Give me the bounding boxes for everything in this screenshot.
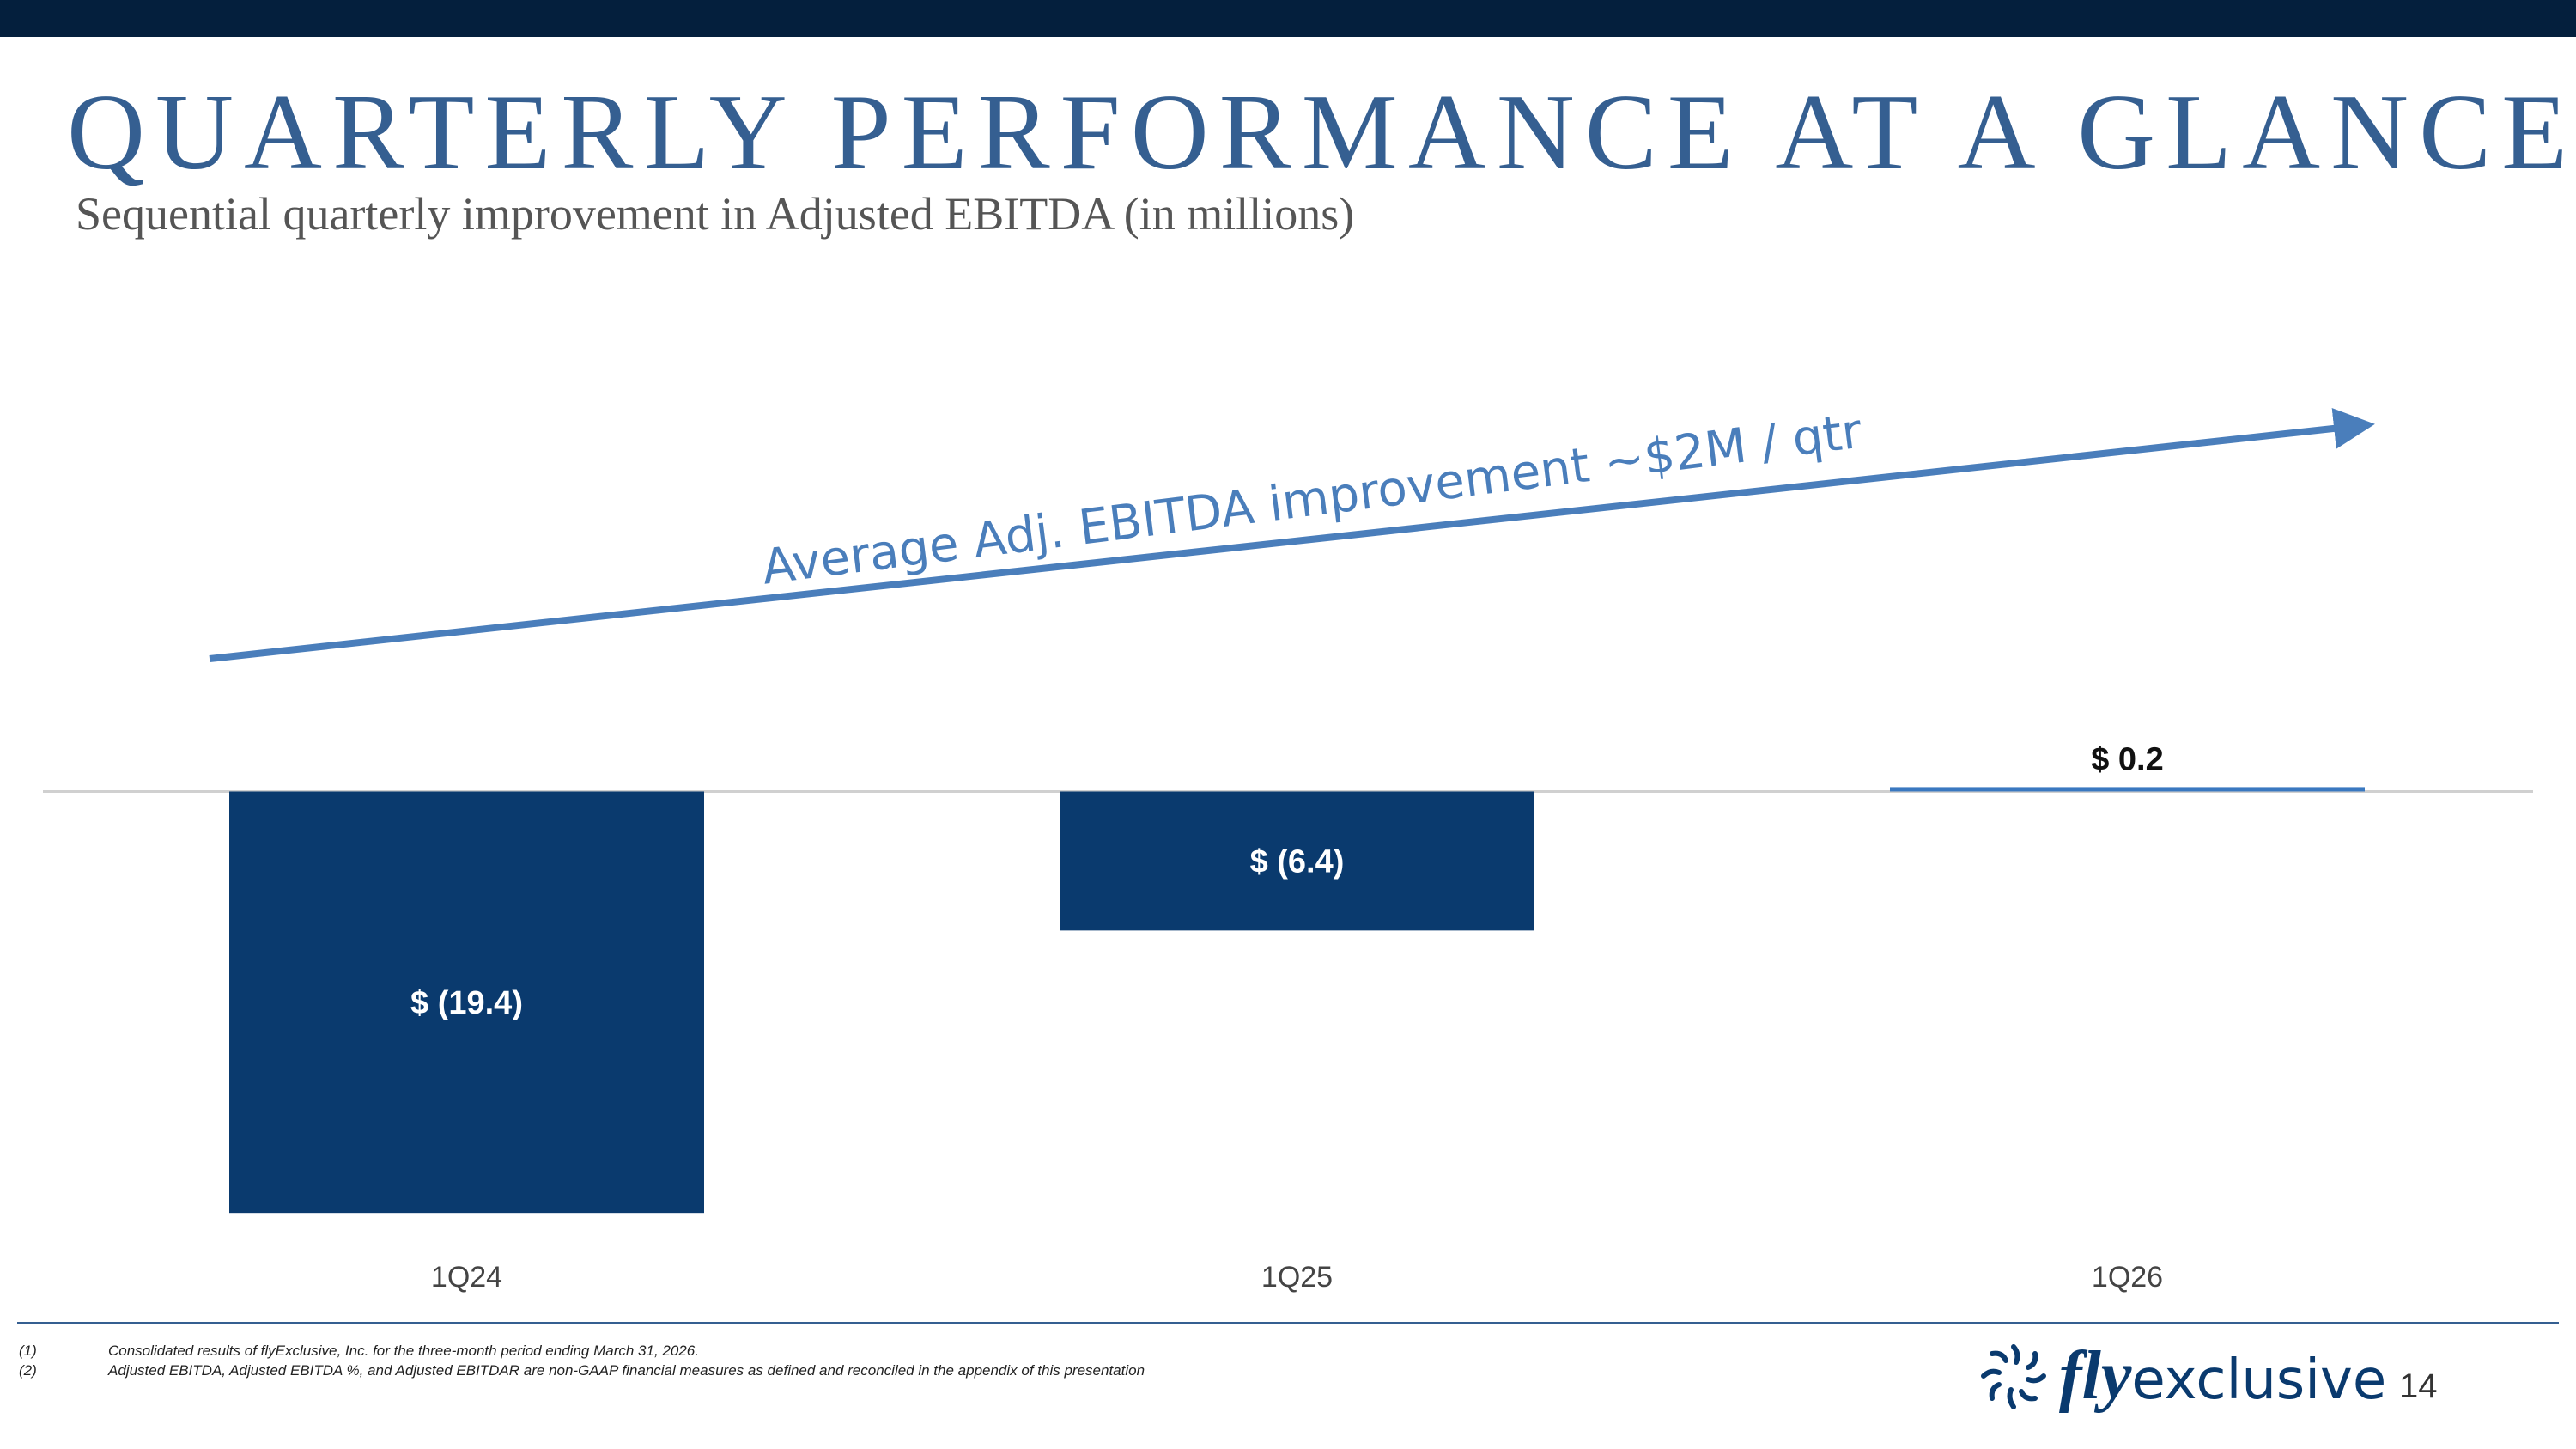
footnote-marker: (1) xyxy=(19,1342,37,1359)
data-label-1q25: $ (6.4) xyxy=(1250,843,1345,880)
logo-exclusive: exclusive xyxy=(2131,1349,2387,1412)
flyexclusive-logo: flyexclusive xyxy=(1975,1338,2387,1414)
slide-title: QUARTERLY PERFORMANCE AT A GLANCE xyxy=(67,73,2576,192)
data-label-1q26: $ 0.2 xyxy=(2091,741,2164,777)
logo-wordmark: flyexclusive xyxy=(2059,1338,2386,1414)
bar-1q25 xyxy=(1060,791,1534,931)
slide-subtitle: Sequential quarterly improvement in Adju… xyxy=(76,188,1355,240)
footnote-2: (2) Adjusted EBITDA, Adjusted EBITDA %, … xyxy=(19,1361,1145,1380)
footnote-text: Consolidated results of flyExclusive, In… xyxy=(108,1342,699,1359)
footer-divider xyxy=(17,1322,2559,1324)
bar-1q24 xyxy=(229,791,704,1214)
tick-label-1q24: 1Q24 xyxy=(431,1261,502,1294)
starburst-icon xyxy=(1981,1344,2046,1409)
page-number: 14 xyxy=(2399,1367,2438,1405)
footnotes: (1) Consolidated results of flyExclusive… xyxy=(19,1341,1145,1380)
tick-label-1q26: 1Q26 xyxy=(2092,1261,2163,1294)
tick-label-1q25: 1Q25 xyxy=(1261,1261,1333,1294)
data-label-1q24: $ (19.4) xyxy=(410,985,523,1021)
bar-1q26 xyxy=(1890,787,2365,792)
footnote-1: (1) Consolidated results of flyExclusive… xyxy=(19,1341,1145,1361)
top-band xyxy=(0,0,2576,37)
footnote-marker: (2) xyxy=(19,1362,37,1379)
trend-arrow xyxy=(209,408,2375,662)
footnote-text: Adjusted EBITDA, Adjusted EBITDA %, and … xyxy=(108,1362,1145,1379)
logo-fly: fly xyxy=(2059,1338,2132,1414)
